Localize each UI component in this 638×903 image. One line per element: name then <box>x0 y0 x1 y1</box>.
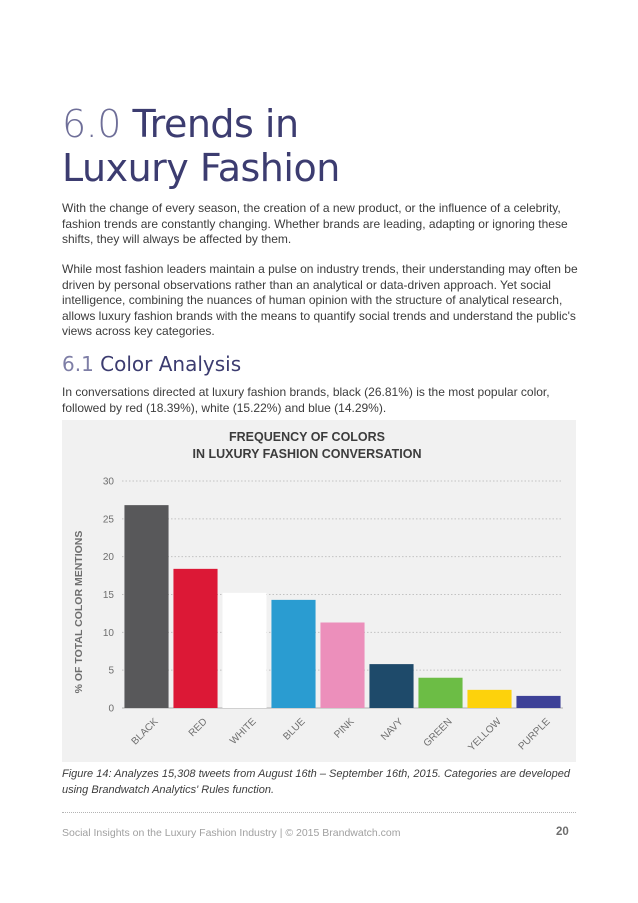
chart-title-line2: IN LUXURY FASHION CONVERSATION <box>193 447 422 461</box>
x-tick-label: WHITE <box>228 716 259 747</box>
chart-title-line1: FREQUENCY OF COLORS <box>229 430 385 444</box>
section-paragraph: In conversations directed at luxury fash… <box>62 385 550 415</box>
section-title: 6.1 Color Analysis <box>62 352 241 376</box>
footer-divider <box>62 812 576 813</box>
y-tick-label: 20 <box>103 552 115 563</box>
x-tick-label: BLACK <box>130 716 161 747</box>
y-tick-label: 25 <box>103 514 115 525</box>
x-tick-label: RED <box>187 716 210 739</box>
color-frequency-chart: FREQUENCY OF COLORS IN LUXURY FASHION CO… <box>62 420 576 762</box>
section-number: 6.1 <box>62 352 94 376</box>
figure-caption: Figure 14: Analyzes 15,308 tweets from A… <box>62 768 570 796</box>
bar-purple <box>516 695 561 708</box>
x-tick-label: YELLOW <box>466 716 504 754</box>
bar-pink <box>320 622 365 708</box>
x-tick-label: PINK <box>332 716 357 741</box>
section-title-text: Color Analysis <box>100 352 242 376</box>
x-tick-label: BLUE <box>281 716 307 742</box>
title-line1: Trends in <box>132 102 300 146</box>
page-title: 6.0 Trends in Luxury Fashion <box>62 102 340 190</box>
bar-red <box>173 568 218 708</box>
x-tick-label: GREEN <box>422 716 455 749</box>
y-tick-label: 15 <box>103 590 115 601</box>
x-tick-label: NAVY <box>379 716 406 743</box>
bar-blue <box>271 599 316 708</box>
y-tick-label: 5 <box>108 666 114 677</box>
page-number: 20 <box>556 826 569 838</box>
intro-paragraph-2: While most fashion leaders maintain a pu… <box>62 262 578 338</box>
bar-yellow <box>467 689 512 708</box>
bar-black <box>124 505 169 708</box>
bar-navy <box>369 664 414 708</box>
title-number: 6.0 <box>62 102 121 146</box>
chart-svg: FREQUENCY OF COLORS IN LUXURY FASHION CO… <box>73 430 563 754</box>
footer-text: Social Insights on the Luxury Fashion In… <box>62 827 401 839</box>
bar-green <box>418 677 463 708</box>
y-tick-label: 10 <box>103 628 115 639</box>
y-axis-label: % OF TOTAL COLOR MENTIONS <box>73 531 85 694</box>
bar-white <box>222 592 267 708</box>
y-tick-label: 30 <box>103 477 115 488</box>
x-tick-label: PURPLE <box>517 716 553 752</box>
y-tick-label: 0 <box>108 704 114 715</box>
title-line2: Luxury Fashion <box>62 146 340 190</box>
intro-paragraph-1: With the change of every season, the cre… <box>62 201 568 246</box>
